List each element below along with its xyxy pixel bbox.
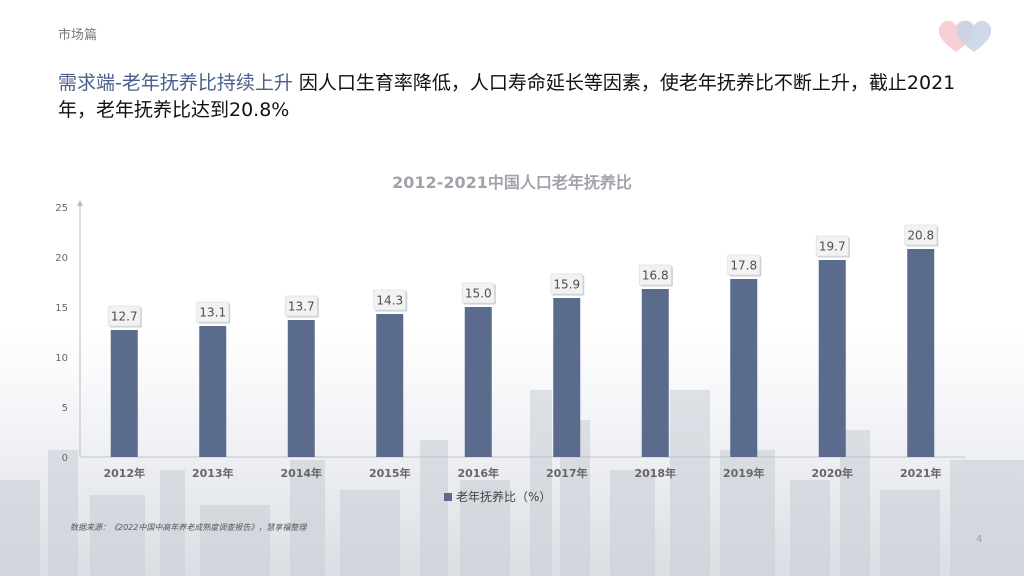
- data-label: 19.7: [819, 240, 846, 254]
- y-tick-label: 15: [55, 303, 68, 314]
- data-label-box: [373, 289, 407, 311]
- y-tick-label: 5: [62, 403, 68, 414]
- data-label-box: [284, 295, 318, 317]
- data-label: 15.0: [465, 287, 492, 301]
- x-tick-label: 2017年: [546, 466, 588, 480]
- data-label-box: [107, 305, 141, 327]
- city-background: [0, 330, 1024, 576]
- bar: [199, 326, 227, 457]
- x-tick-label: 2012年: [103, 466, 145, 480]
- bar: [376, 314, 404, 457]
- page-number: 4: [976, 534, 983, 545]
- headline-accent: 需求端-老年抚养比持续上升: [58, 72, 293, 94]
- y-tick-label: 0: [62, 453, 68, 464]
- source-note: 数据来源：《2022中国中高年养老成熟度调查报告》，慧享福整理: [70, 523, 307, 532]
- y-tick-label: 25: [55, 203, 68, 214]
- x-tick-label: 2014年: [280, 466, 322, 480]
- data-label: 15.9: [553, 278, 580, 292]
- x-tick-label: 2015年: [369, 466, 411, 480]
- data-label-box: [550, 273, 584, 295]
- data-label-box: [196, 301, 230, 323]
- data-label-box: [815, 235, 849, 257]
- bar: [818, 260, 846, 457]
- bar: [641, 289, 669, 457]
- x-tick-label: 2019年: [723, 466, 765, 480]
- x-tick-label: 2016年: [457, 466, 499, 480]
- data-label: 13.7: [288, 300, 315, 314]
- data-label: 16.8: [642, 269, 669, 283]
- bar: [907, 249, 935, 457]
- data-label: 13.1: [199, 306, 226, 320]
- legend-label: 老年抚养比（%）: [456, 489, 551, 504]
- y-tick-label: 10: [55, 353, 68, 364]
- bar: [287, 320, 315, 457]
- x-tick-label: 2021年: [900, 466, 942, 480]
- bar: [110, 330, 138, 457]
- data-label-box: [461, 282, 495, 304]
- headline: 需求端-老年抚养比持续上升 因人口生育率降低，人口寿命延长等因素，使老年抚养比不…: [58, 70, 958, 124]
- heart-logo-icon: [934, 14, 1000, 56]
- data-label: 12.7: [111, 310, 138, 324]
- data-label-box: [638, 264, 672, 286]
- data-label-box: [727, 254, 761, 276]
- headline-body: 因人口生育率降低，人口寿命延长等因素，使老年抚养比不断上升，截止2021年，老年…: [58, 72, 956, 121]
- y-axis-arrow: [77, 200, 83, 206]
- x-tick-label: 2018年: [634, 466, 676, 480]
- chart-title: 2012-2021中国人口老年抚养比: [392, 173, 632, 192]
- legend-swatch: [444, 493, 452, 501]
- data-label-box: [904, 224, 938, 246]
- x-tick-label: 2013年: [192, 466, 234, 480]
- data-label: 20.8: [907, 229, 934, 243]
- data-label: 14.3: [376, 294, 403, 308]
- x-tick-label: 2020年: [811, 466, 853, 480]
- y-tick-label: 20: [55, 253, 68, 264]
- section-label: 市场篇: [58, 28, 98, 43]
- bar: [553, 298, 581, 457]
- data-label: 17.8: [730, 259, 757, 273]
- bar: [464, 307, 492, 457]
- bar: [730, 279, 758, 457]
